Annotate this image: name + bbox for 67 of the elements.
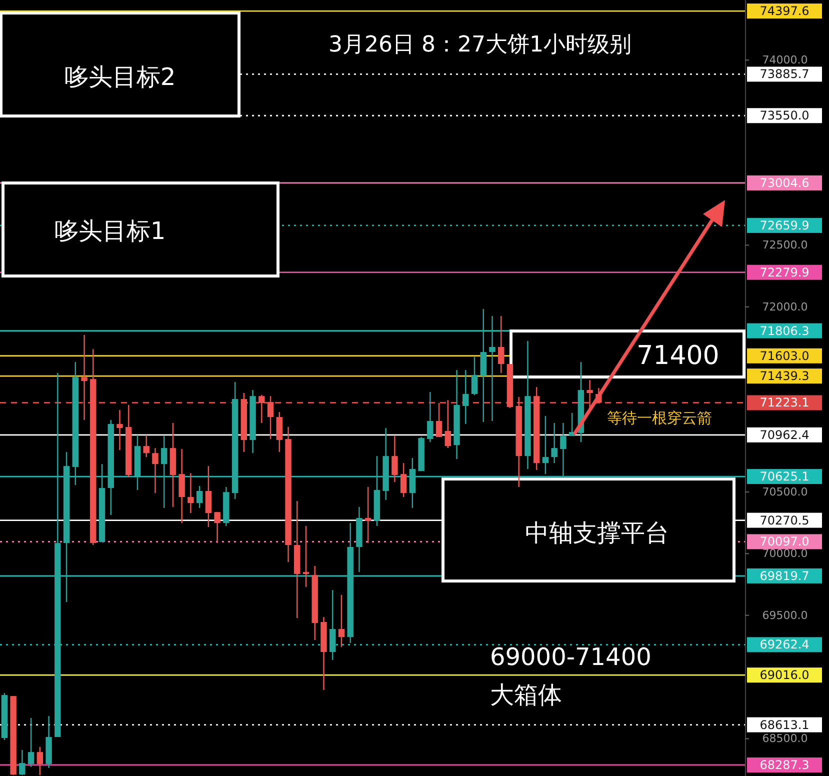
candlestick — [471, 356, 478, 396]
candlestick — [188, 472, 194, 514]
annotation: 71400 — [636, 341, 720, 371]
candlestick — [436, 402, 442, 438]
annotation: 哆头目标2 — [64, 63, 176, 91]
candlestick — [542, 415, 549, 475]
ref-line-label: 71806.3 — [760, 324, 810, 338]
candlestick — [329, 589, 336, 661]
text: 3月26日 8：27大饼1小时级别 — [328, 32, 632, 58]
candlestick — [160, 435, 168, 509]
candlestick — [276, 411, 282, 453]
ref-line-label: 72659.9 — [760, 218, 810, 232]
candlestick — [427, 391, 434, 443]
ref-line-label: 73004.6 — [760, 176, 810, 190]
candlestick — [444, 399, 451, 449]
y-tick-label: 68500.0 — [762, 732, 808, 746]
candlestick — [28, 717, 34, 768]
candlestick — [338, 594, 345, 648]
candlestick — [400, 462, 407, 498]
candlestick — [392, 435, 398, 483]
candlestick — [81, 334, 88, 421]
ref-line-label: 73885.7 — [760, 67, 810, 82]
candlestick — [143, 434, 150, 458]
ref-line-label: 69262.4 — [760, 638, 810, 652]
ref-line-label: 70625.1 — [760, 470, 810, 484]
candlestick — [560, 422, 566, 478]
candlestick — [462, 369, 469, 425]
ref-line-label: 69016.0 — [760, 668, 810, 682]
candlestick — [267, 395, 274, 440]
annotation: 哆头目标1 — [54, 217, 166, 245]
candlestick — [178, 448, 185, 524]
ref-line-label: 71603.0 — [760, 348, 810, 363]
candlestick — [152, 447, 158, 494]
candlestick — [116, 409, 123, 451]
y-tick-label: 69500.0 — [762, 608, 808, 622]
candlestick — [205, 465, 212, 528]
ref-line-label: 71223.1 — [760, 396, 810, 410]
ref-line-label: 68613.1 — [760, 718, 810, 732]
candlestick — [36, 746, 44, 776]
candlestick — [551, 422, 558, 464]
ref-line-label: 69819.7 — [760, 568, 810, 583]
candlestick — [19, 749, 26, 776]
candlestick — [364, 486, 372, 544]
candlestick — [214, 511, 220, 544]
y-tick-label: 70000.0 — [762, 547, 808, 560]
ref-line-label: 70270.5 — [760, 513, 810, 528]
candlestick — [302, 525, 310, 588]
candlestick — [196, 485, 203, 509]
annotation: 等待一根穿云箭 — [607, 409, 712, 427]
ref-line-label: 70097.0 — [760, 534, 810, 549]
annotation: 大箱体 — [490, 681, 562, 709]
ref-line-label: 70962.4 — [760, 428, 810, 442]
ref-line-label: 71439.3 — [760, 369, 810, 384]
annotation: 中轴支撑平台 — [525, 519, 669, 547]
candlestick — [258, 394, 265, 424]
ref-line-label: 74397.6 — [760, 4, 810, 18]
y-tick-label: 72000.0 — [762, 300, 808, 314]
y-tick-label: 72500.0 — [762, 238, 808, 252]
y-tick-label: 70500.0 — [762, 485, 808, 498]
annotation: 69000-71400 — [490, 643, 652, 671]
candlestick — [480, 308, 486, 423]
ref-line-label: 72279.9 — [760, 265, 810, 280]
y-tick-label: 74000.0 — [762, 54, 808, 67]
candlestick — [498, 315, 504, 374]
candlestick — [489, 315, 496, 422]
ref-line-label: 73550.0 — [760, 108, 810, 123]
ref-line-label: 68287.3 — [760, 758, 810, 772]
